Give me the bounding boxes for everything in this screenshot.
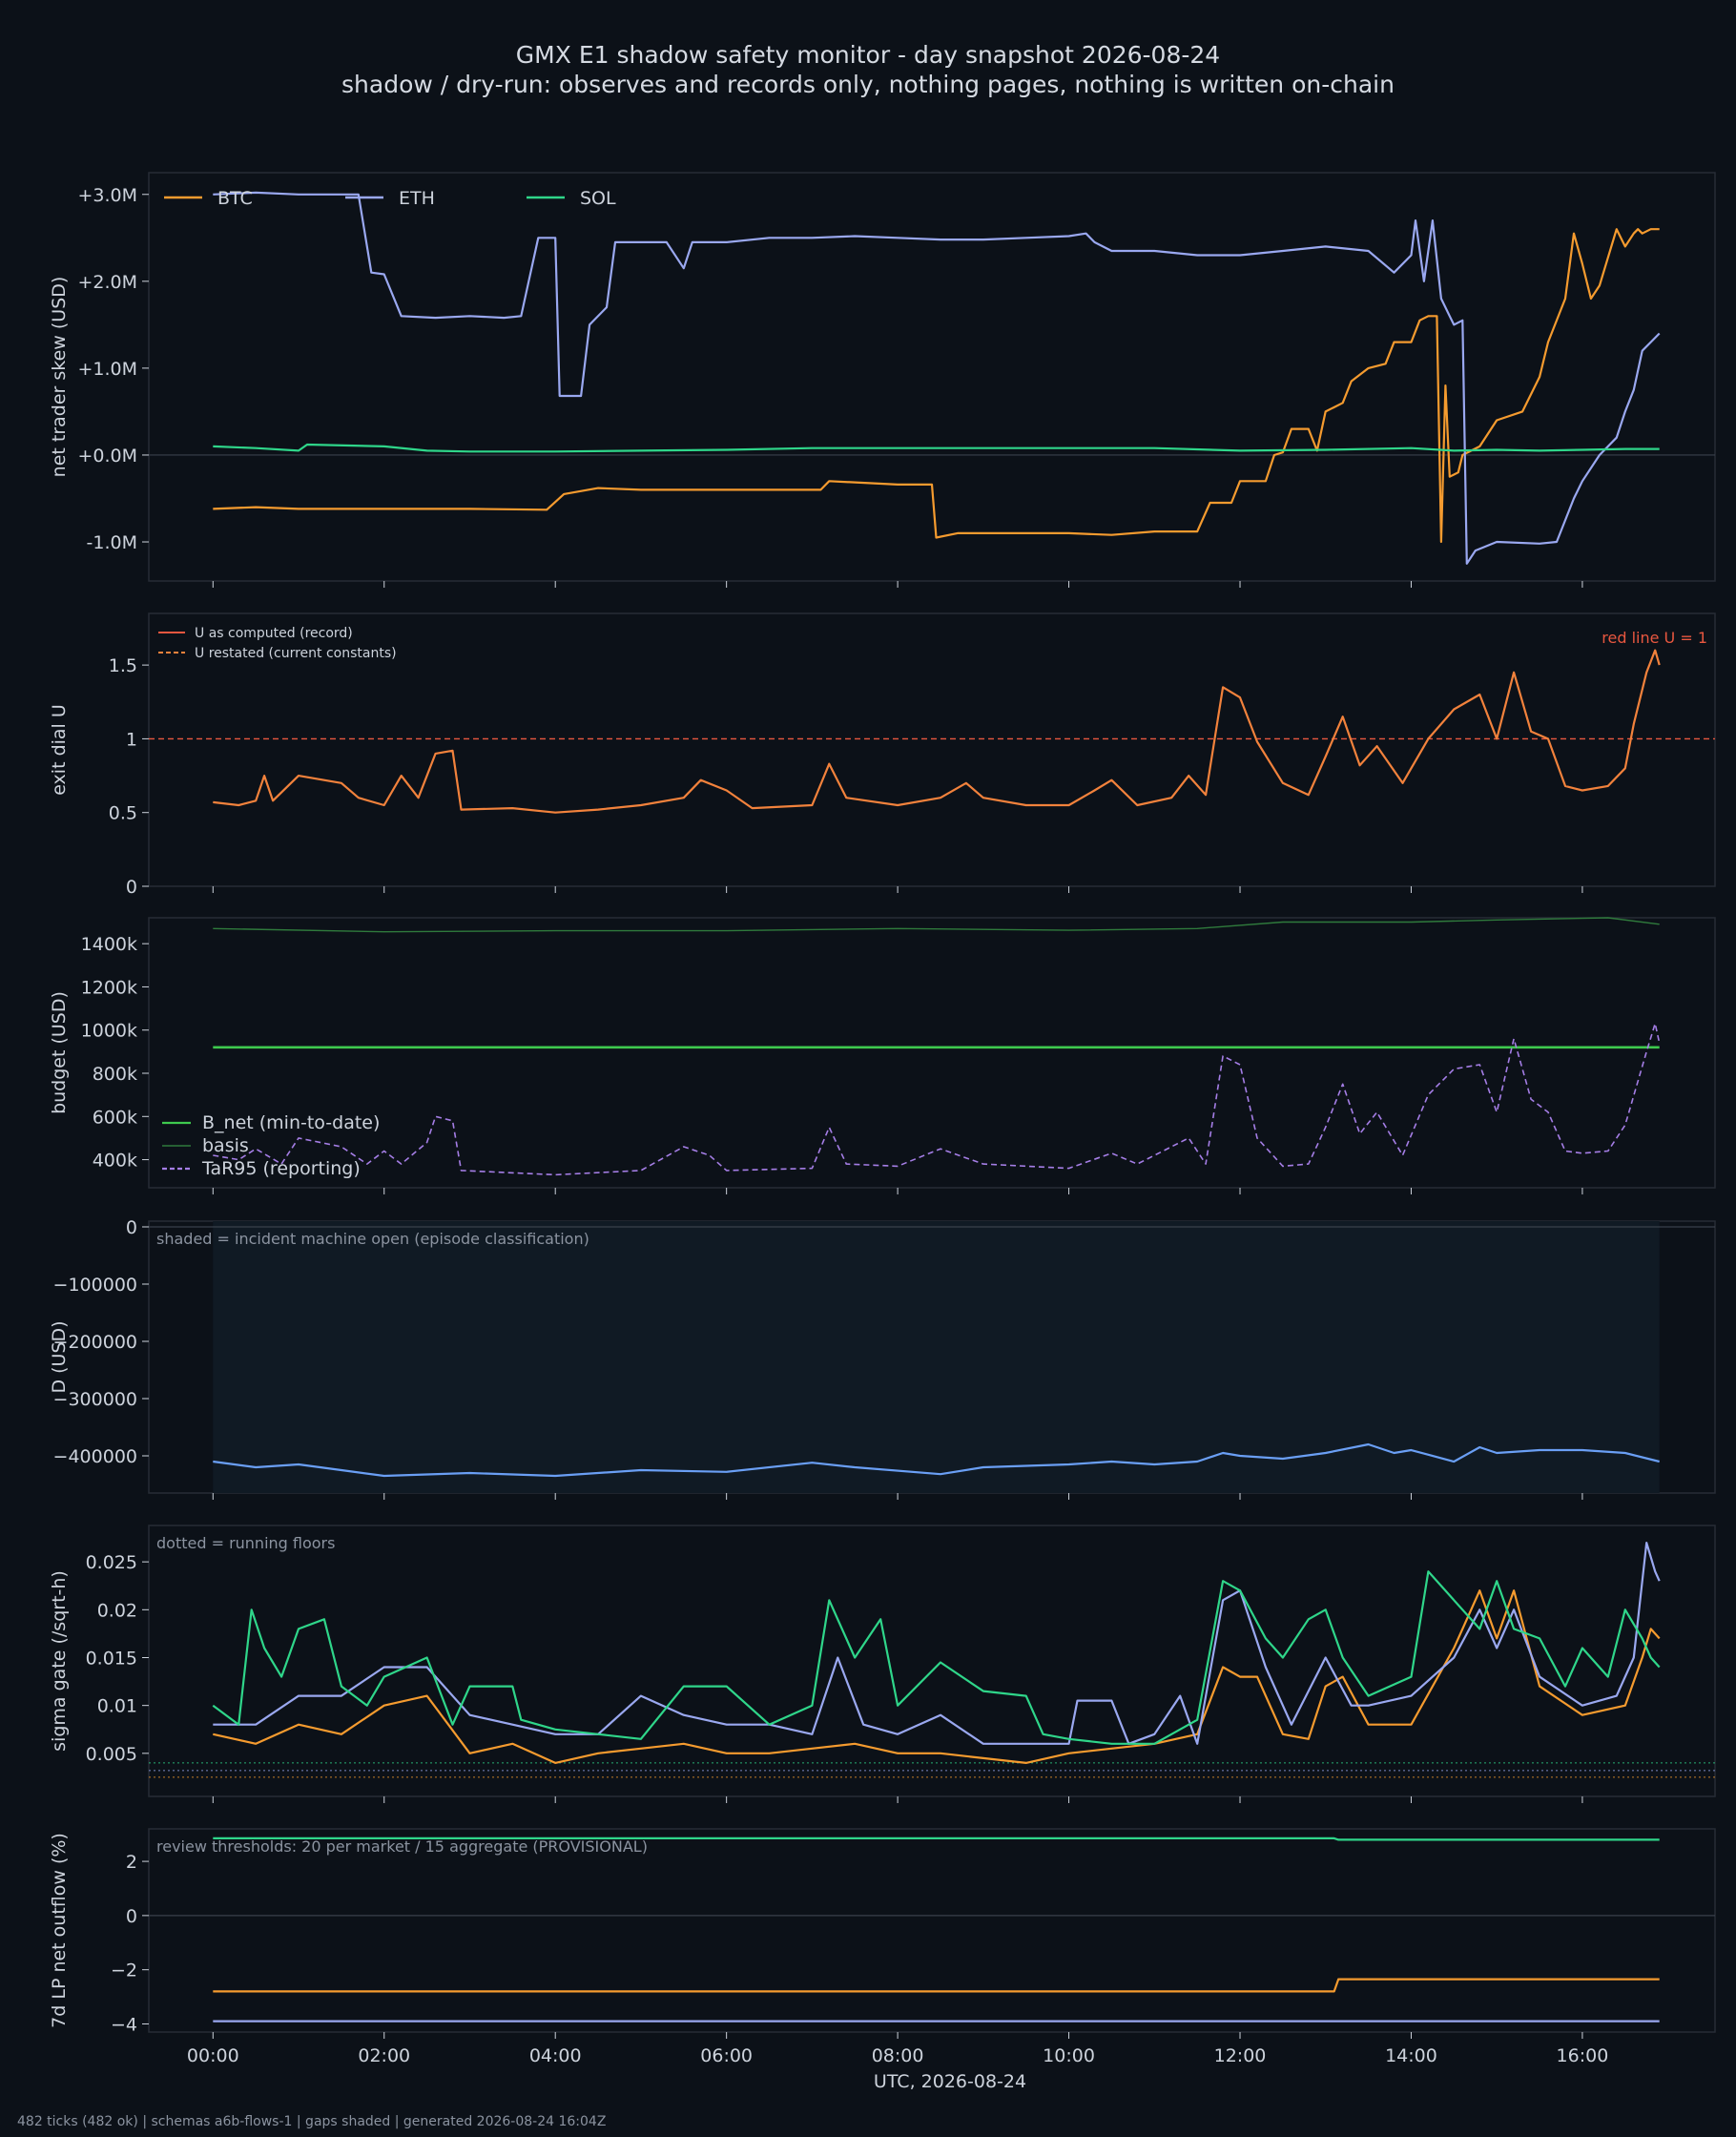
threshold-label: red line U = 1: [1602, 629, 1707, 647]
series-line-d: [213, 1442, 1660, 1478]
legend-entry: BTC: [217, 188, 253, 209]
panel-annotation: review thresholds: 20 per market / 15 ag…: [156, 1837, 648, 1856]
chart-panel-1: -1.0M +0.0M +1.0M +2.0M +3.0M net trader skew…: [49, 172, 1716, 588]
y-tick-label: 1000k: [81, 1021, 137, 1042]
x-tick-label: 06:00: [700, 2045, 753, 2066]
y-axis-label: exit dial U: [49, 704, 70, 796]
y-tick-label: -1.0M: [87, 532, 137, 553]
y-axis-label: 7d LP net outflow (%): [49, 1833, 70, 2028]
x-tick-label: 12:00: [1214, 2045, 1267, 2066]
y-tick-label: −300000: [53, 1389, 137, 1410]
y-axis-label: D (USD): [49, 1320, 70, 1393]
y-tick-label: 800k: [93, 1064, 137, 1085]
x-tick-label: 08:00: [872, 2045, 924, 2066]
x-tick-label: 02:00: [358, 2045, 410, 2066]
figure-subtitle: shadow / dry-run: observes and records o…: [341, 71, 1395, 98]
y-tick-label: 0: [126, 1906, 137, 1927]
series-line-sol: [213, 1836, 1660, 1841]
y-tick-label: −4: [111, 2014, 137, 2035]
series-line-btc: [213, 1589, 1661, 1764]
panel-annotation: shaded = incident machine open (episode …: [156, 1230, 589, 1248]
y-axis-label: net trader skew (USD): [49, 277, 70, 478]
series-line-sol: [212, 1570, 1661, 1745]
footer-status: 482 ticks (482 ok) | schemas a6b-flows-1…: [17, 2114, 606, 2129]
legend-entry: B_net (min-to-date): [202, 1112, 380, 1133]
y-tick-label: −400000: [53, 1446, 137, 1467]
series-line-basis: [213, 917, 1660, 933]
plot-frame: [148, 1525, 1716, 1797]
y-tick-label: 0.015: [86, 1648, 137, 1669]
y-tick-label: +2.0M: [77, 272, 137, 293]
y-tick-label: +0.0M: [77, 446, 137, 467]
y-tick-label: 1.5: [109, 655, 137, 676]
x-tick-label: 04:00: [529, 2045, 582, 2066]
y-tick-label: 1400k: [81, 934, 137, 955]
chart-panel-2: 0 0.5 1 1.5 exit dial U red line U = 1 U as co…: [49, 612, 1716, 898]
y-tick-label: +1.0M: [77, 359, 137, 380]
chart-panel-6: −4 −2 0 2 7d LP net outflow (%) review thresh…: [49, 1828, 1716, 2039]
y-axis-label: sigma gate (/sqrt-h): [49, 1570, 70, 1752]
series-line-eth: [213, 1542, 1661, 1745]
y-tick-label: 400k: [93, 1151, 137, 1172]
y-tick-label: −100000: [53, 1275, 137, 1296]
y-tick-label: 1: [126, 729, 137, 750]
legend-entry: ETH: [399, 188, 435, 209]
legend-entry: SOL: [580, 188, 616, 209]
x-tick-label: 16:00: [1557, 2045, 1609, 2066]
plot-frame: [148, 917, 1716, 1189]
series-line-eth: [213, 191, 1661, 565]
y-tick-label: 0: [126, 877, 137, 898]
y-tick-label: 1200k: [81, 977, 137, 998]
series-line-btc: [213, 1978, 1660, 1993]
y-tick-label: 2: [126, 1852, 137, 1873]
y-tick-label: 0.02: [97, 1600, 137, 1621]
plot-frame: [148, 1828, 1716, 2033]
y-tick-label: 0.005: [86, 1744, 137, 1765]
y-tick-label: −2: [111, 1961, 137, 1981]
x-tick-label: 14:00: [1385, 2045, 1437, 2066]
figure-title: GMX E1 shadow safety monitor - day snaps…: [516, 41, 1220, 69]
series-line-u-restated-current-constants-: [213, 649, 1661, 814]
y-tick-label: 0.025: [86, 1552, 137, 1573]
y-axis-label: budget (USD): [49, 991, 70, 1114]
legend-entry: basis: [202, 1135, 249, 1156]
series-line-sol: [213, 443, 1660, 453]
plot-frame: [148, 612, 1716, 887]
chart-panel-4: 0 −100000 −200000 −300000 −400000 D (USD) shad…: [49, 1217, 1716, 1500]
incident-shaded-span: [213, 1221, 1660, 1493]
x-tick-label: 10:00: [1043, 2045, 1095, 2066]
legend-entry: U as computed (record): [195, 626, 353, 641]
y-tick-label: 0.5: [109, 803, 137, 824]
chart-panel-3: 400k 600k 800k 1000k 1200k 1400k budget (USD) B…: [49, 917, 1716, 1194]
y-tick-label: 0.01: [97, 1696, 137, 1717]
y-tick-label: +3.0M: [77, 185, 137, 206]
plot-frame: [148, 172, 1716, 582]
x-axis-label: UTC, 2026-08-24: [874, 2071, 1026, 2092]
y-tick-label: 600k: [93, 1107, 137, 1128]
series-line-btc: [213, 228, 1660, 544]
panel-annotation: dotted = running floors: [156, 1534, 335, 1552]
chart-panel-5: 0.005 0.01 0.015 0.02 0.025 sigma gate (/sqrt…: [49, 1525, 1716, 1803]
x-tick-label: 00:00: [187, 2045, 239, 2066]
legend-entry: U restated (current constants): [195, 646, 397, 661]
y-tick-label: −200000: [53, 1332, 137, 1353]
y-tick-label: 0: [126, 1217, 137, 1238]
legend-entry: TaR95 (reporting): [201, 1158, 361, 1179]
